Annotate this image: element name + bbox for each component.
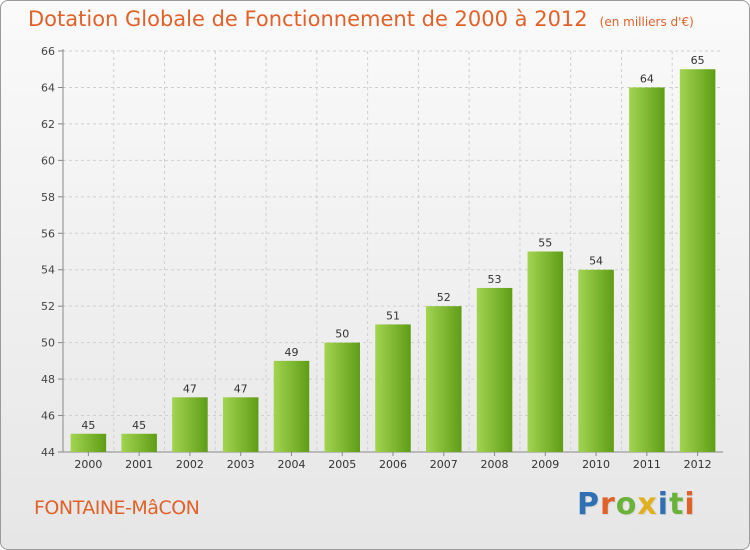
bar-value-label: 49	[284, 346, 298, 359]
x-tick-label: 2003	[227, 458, 255, 471]
bar	[679, 69, 716, 453]
x-tick-label: 2005	[328, 458, 356, 471]
x-tick-label: 2012	[684, 458, 712, 471]
x-tick-label: 2006	[379, 458, 407, 471]
bar-value-label: 47	[183, 382, 197, 395]
bar	[578, 269, 614, 452]
bar	[375, 324, 411, 452]
x-tick-label: 2010	[582, 458, 610, 471]
bar-chart: 44 46 48 50 52 54 56 58 60 62 64 66 2000 2001 2002 2003…	[41, 45, 723, 471]
x-tick-label: 2011	[633, 458, 661, 471]
y-tick-label: 56	[41, 227, 55, 240]
chart-title-text: Dotation Globale de Fonctionnement de 20…	[28, 7, 588, 31]
proxiti-logo: Proxiti	[577, 487, 696, 522]
bar	[172, 397, 208, 452]
bar-value-label: 53	[488, 273, 502, 286]
bar-value-label: 55	[538, 237, 552, 250]
bar	[121, 433, 157, 452]
y-tick-label: 52	[41, 300, 55, 313]
logo-letter: i	[657, 487, 670, 522]
y-tick-label: 44	[41, 446, 55, 459]
chart-subtitle: (en milliers d'€)	[599, 15, 694, 29]
bar-value-label: 51	[386, 309, 400, 322]
logo-letter: t	[669, 487, 685, 522]
y-tick-label: 46	[41, 410, 55, 423]
bar-value-label: 45	[132, 419, 146, 432]
bar	[70, 433, 107, 452]
y-tick-label: 62	[41, 118, 55, 131]
bar	[222, 397, 259, 452]
y-tick-label: 58	[41, 191, 55, 204]
bar-value-label: 52	[437, 291, 451, 304]
x-tick-label: 2008	[481, 458, 509, 471]
logo-letter: x	[637, 487, 658, 522]
bar-value-label: 65	[691, 54, 705, 67]
bar-value-label: 54	[589, 255, 603, 268]
y-tick-label: 50	[41, 337, 55, 350]
x-tick-label: 2000	[74, 458, 102, 471]
chart-title: Dotation Globale de Fonctionnement de 20…	[28, 7, 694, 31]
bar	[527, 251, 564, 452]
bar-value-label: 50	[335, 328, 349, 341]
bar	[629, 87, 665, 453]
x-tick-label: 2001	[125, 458, 153, 471]
logo-letter: r	[600, 487, 616, 522]
x-tick-label: 2004	[277, 458, 305, 471]
bar	[324, 342, 360, 452]
logo-letter: i	[684, 487, 696, 522]
bar-value-label: 45	[81, 419, 95, 432]
y-tick-label: 48	[41, 373, 55, 386]
commune-name: FONTAINE-MâCON	[34, 497, 200, 519]
bar	[273, 360, 310, 452]
logo-letter: P	[577, 487, 600, 522]
bar-value-label: 64	[640, 72, 654, 85]
y-tick-label: 54	[41, 264, 55, 277]
y-tick-label: 64	[41, 81, 55, 94]
x-tick-label: 2007	[430, 458, 458, 471]
y-tick-label: 66	[41, 45, 55, 58]
bar	[476, 287, 513, 452]
bars: 45 45 47 47 49 50 51 52 53 55 54 64 65	[70, 54, 716, 453]
logo-letter: o	[615, 487, 638, 522]
y-tick-label: 60	[41, 154, 55, 167]
x-tick-label: 2009	[531, 458, 559, 471]
axes: 44 46 48 50 52 54 56 58 60 62 64 66 2000 2001 2002 2003…	[41, 45, 723, 471]
bar-value-label: 47	[234, 382, 248, 395]
bar	[426, 306, 462, 452]
x-tick-label: 2002	[176, 458, 204, 471]
